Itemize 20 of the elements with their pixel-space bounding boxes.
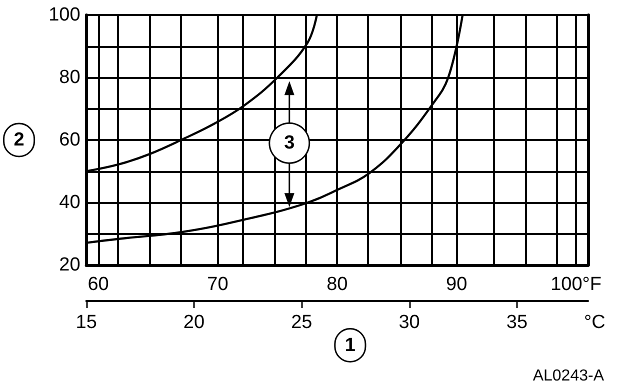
x2-tick-label: 15 — [76, 312, 97, 333]
x2-tick-label: 30 — [398, 312, 420, 333]
y-tick-label: 40 — [59, 192, 80, 213]
annotation: 3 — [284, 132, 295, 154]
x2-tick-label: 35 — [506, 312, 528, 333]
x2-tick-label: 20 — [183, 312, 205, 333]
x-tick-label: 100°F — [550, 274, 602, 295]
x2-axis-title: °C — [584, 312, 606, 333]
x-tick-label: 60 — [88, 274, 109, 295]
text: AL0243-A — [532, 368, 604, 384]
y-tick-label: 80 — [59, 67, 80, 88]
x2-tick-label: 25 — [291, 312, 312, 333]
x-axis-title: 1 — [344, 334, 356, 356]
y-tick-label: 20 — [59, 254, 80, 276]
x-tick-label: 90 — [446, 274, 468, 295]
x-tick-label: 70 — [207, 274, 228, 295]
x-tick-label: 80 — [326, 274, 348, 295]
y-tick-label: 100 — [48, 4, 80, 26]
y-tick-label: 60 — [59, 130, 80, 150]
y-axis-title: 2 — [14, 130, 24, 150]
